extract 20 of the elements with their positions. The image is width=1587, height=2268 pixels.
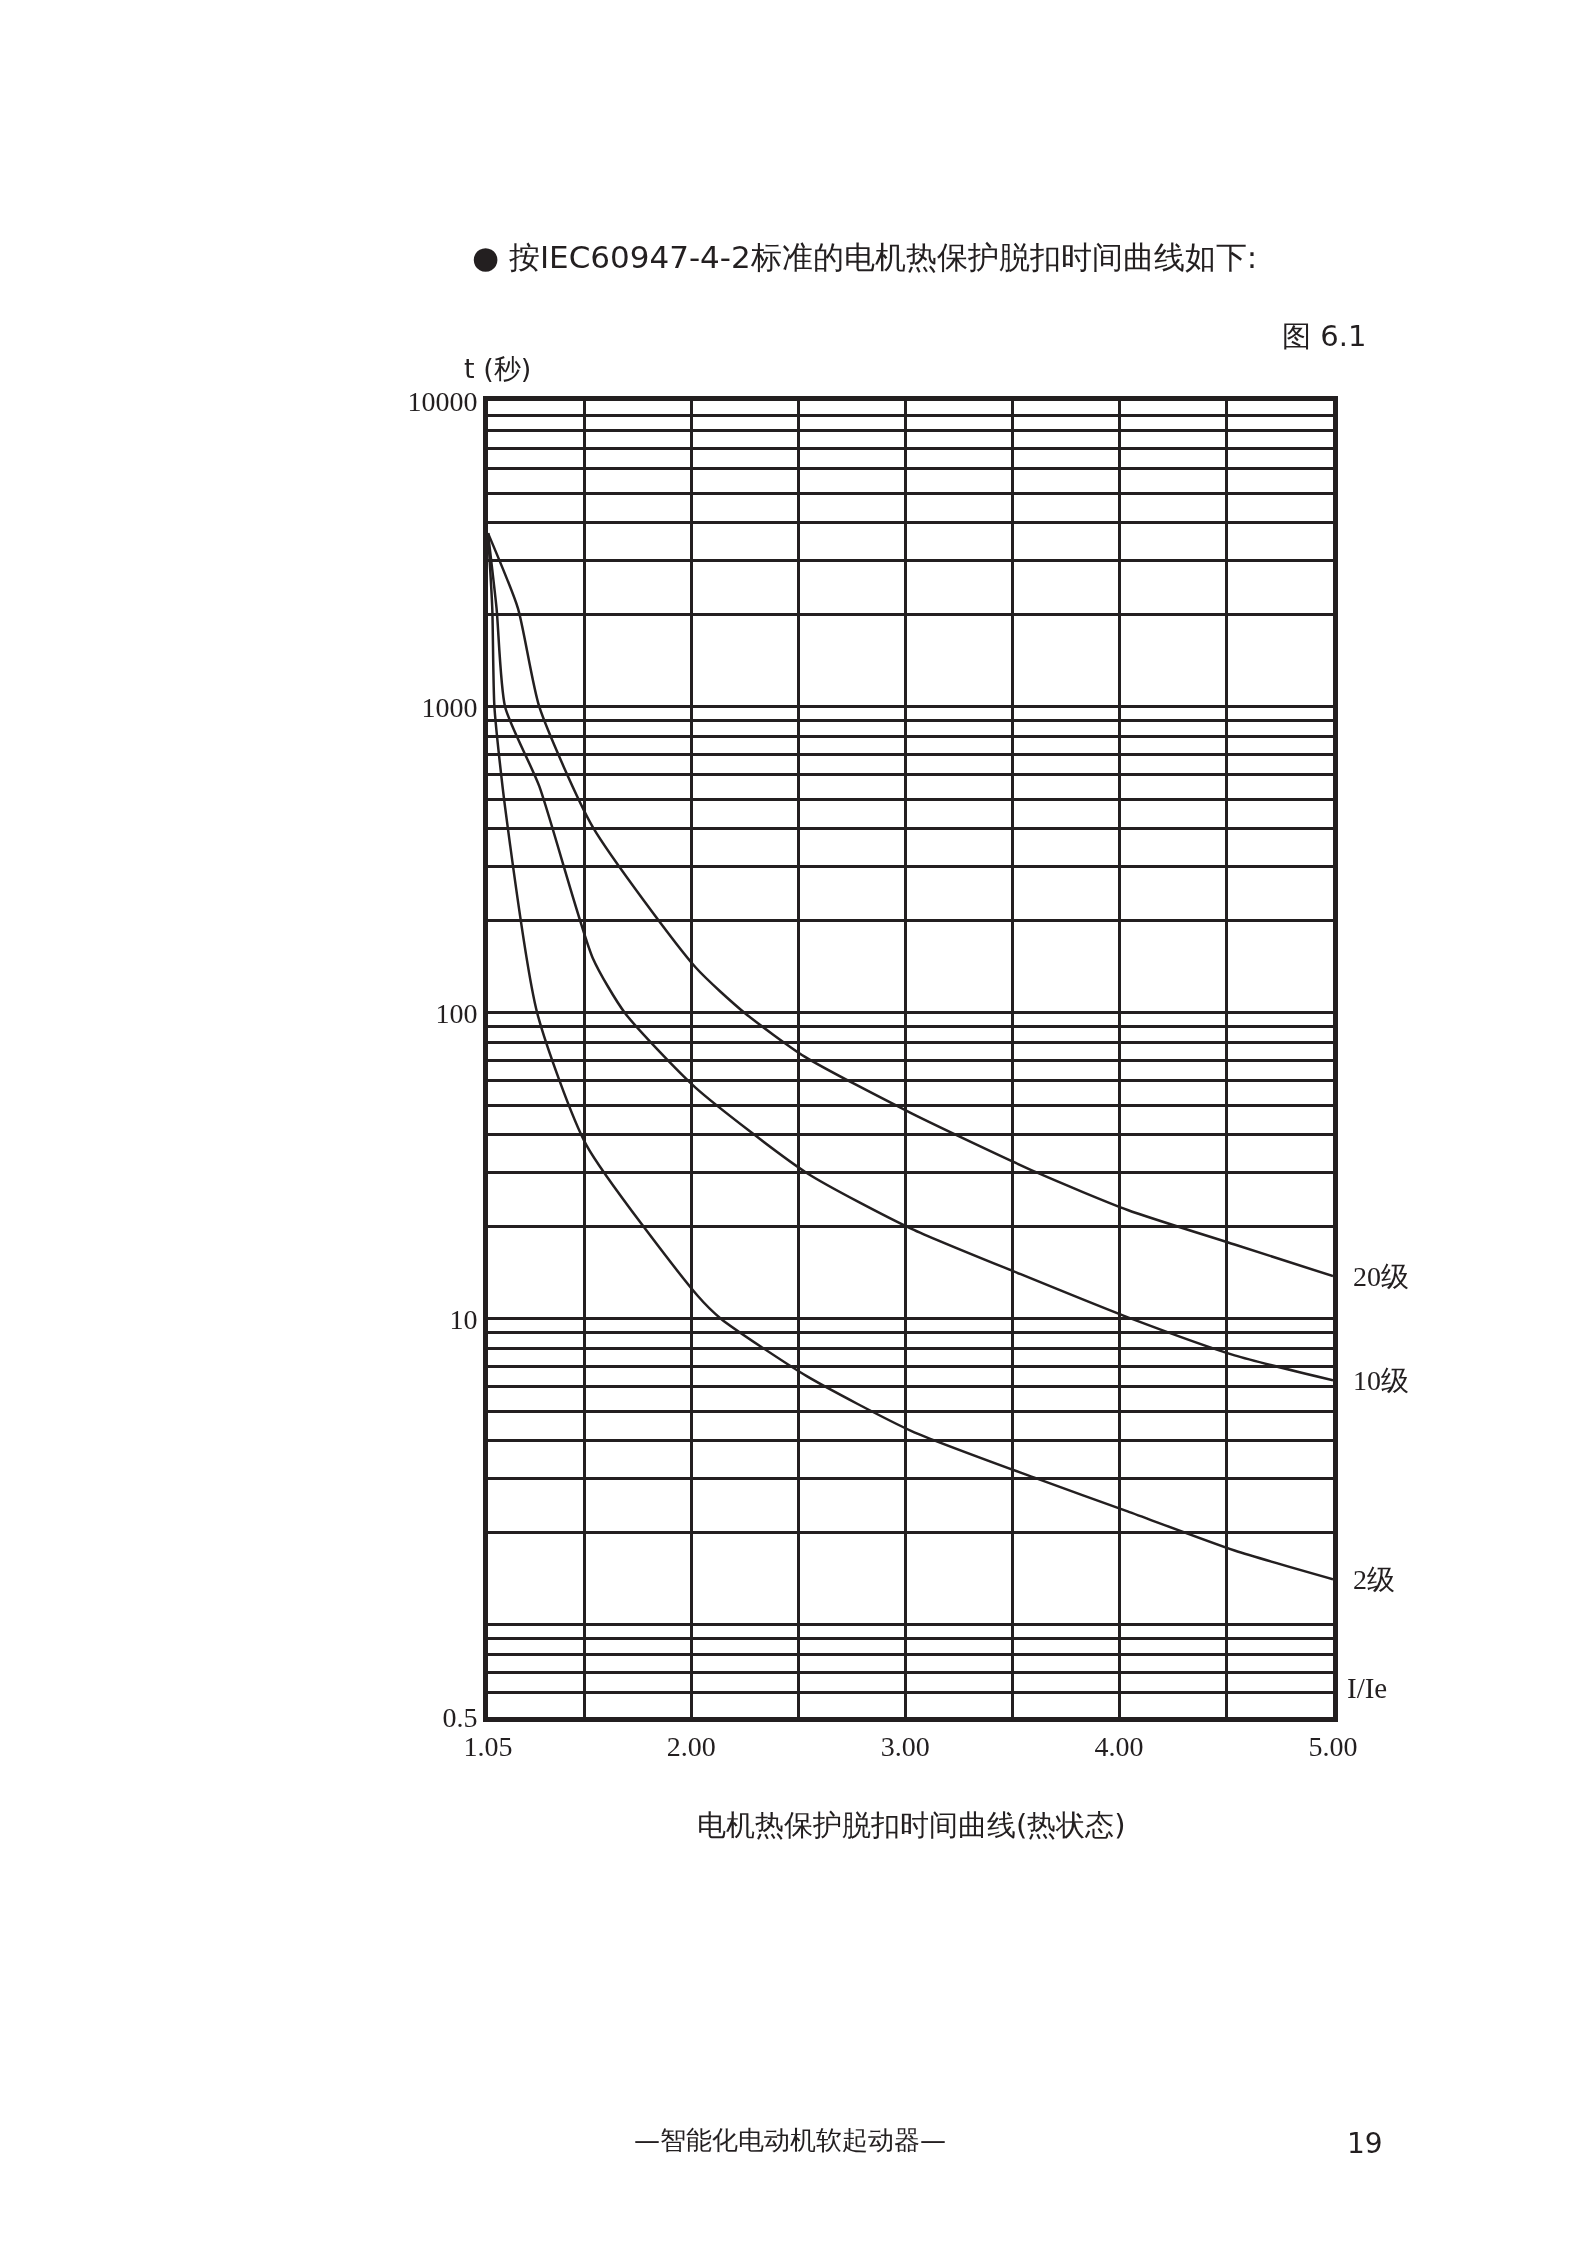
y-tick-label: 10000 bbox=[407, 385, 478, 417]
x-axis-title: I/Ie bbox=[1347, 1672, 1388, 1704]
chart-title: ● 按IEC60947-4-2标准的电机热保护脱扣时间曲线如下: bbox=[472, 239, 1258, 275]
y-tick-label: 10 bbox=[449, 1303, 478, 1335]
y-axis-title: t (秒) bbox=[464, 353, 532, 384]
x-tick-label: 5.00 bbox=[1308, 1730, 1358, 1762]
y-tick-label: 100 bbox=[435, 997, 478, 1029]
y-tick-label: 1000 bbox=[421, 691, 478, 723]
x-tick-label: 2.00 bbox=[666, 1730, 716, 1762]
x-tick-label: 3.00 bbox=[880, 1730, 930, 1762]
x-tick-label: 4.00 bbox=[1094, 1730, 1144, 1762]
y-tick-label: 0.5 bbox=[442, 1701, 478, 1733]
chart-subtitle: 图 6.1 bbox=[1282, 319, 1367, 353]
series-label: 10级 bbox=[1353, 1365, 1409, 1396]
text: 19 bbox=[1347, 2127, 1383, 2160]
series-label: 20级 bbox=[1353, 1261, 1409, 1292]
x-tick-label: 1.05 bbox=[463, 1730, 513, 1762]
text: —智能化电动机软起动器— bbox=[634, 2125, 946, 2155]
text: 电机热保护脱扣时间曲线(热状态) bbox=[697, 1808, 1126, 1842]
series-label: 2级 bbox=[1353, 1564, 1395, 1595]
